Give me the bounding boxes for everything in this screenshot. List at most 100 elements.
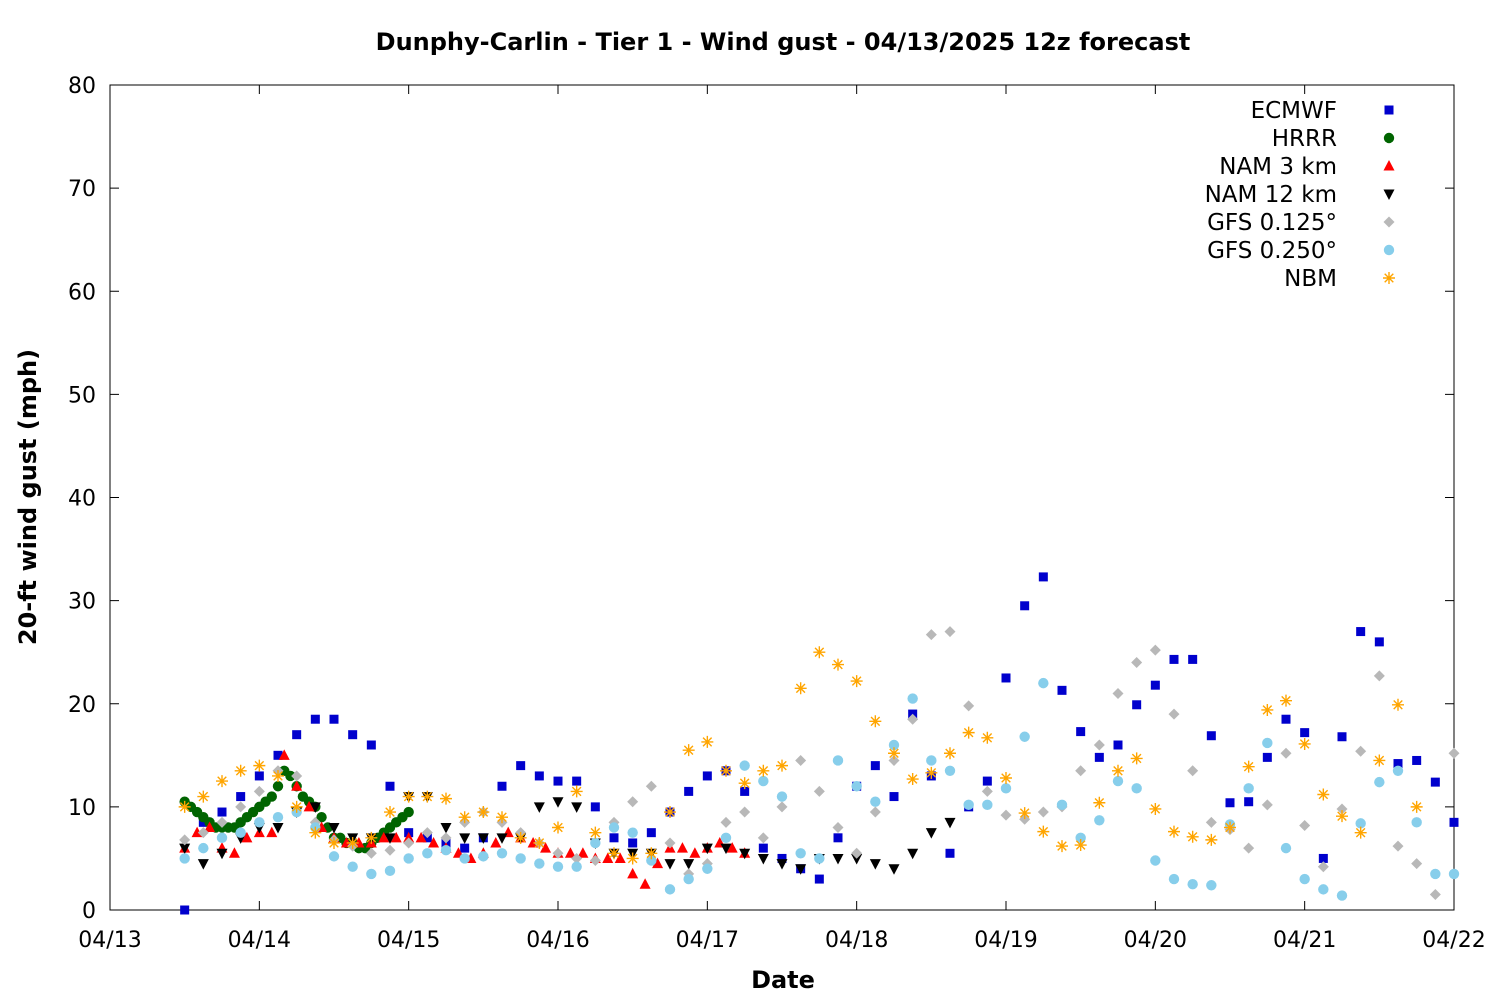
data-point [1000, 772, 1012, 784]
data-point [178, 800, 191, 813]
data-point [204, 821, 216, 832]
data-point [197, 859, 209, 870]
x-axis-label: Date [751, 966, 815, 994]
data-point [776, 859, 788, 870]
data-point [228, 847, 240, 858]
data-point [403, 853, 414, 864]
y-axis-label: 20-ft wind gust (mph) [14, 349, 42, 645]
data-point [833, 833, 843, 843]
data-point [459, 833, 471, 844]
data-point [478, 851, 489, 862]
legend-label: NAM 3 km [1219, 154, 1337, 180]
data-point [1336, 890, 1348, 901]
data-point [758, 775, 769, 787]
data-point [273, 750, 283, 760]
data-point [776, 791, 788, 802]
data-point [888, 739, 900, 751]
data-point [291, 780, 303, 791]
data-point [1150, 680, 1160, 690]
data-point [1448, 868, 1460, 880]
data-point [571, 861, 582, 872]
legend-marker [1383, 272, 1395, 284]
data-point [266, 826, 278, 838]
data-point [272, 823, 284, 834]
data-point [627, 827, 638, 838]
data-point [739, 806, 751, 818]
data-point [1018, 807, 1031, 820]
data-point [272, 781, 284, 792]
data-point [963, 700, 975, 712]
data-point [403, 837, 415, 849]
data-point [1037, 806, 1049, 818]
data-point [626, 852, 639, 865]
series-nbm [178, 646, 1423, 865]
data-point [646, 855, 657, 866]
data-point [1392, 765, 1404, 776]
data-point [346, 836, 359, 849]
data-point [1374, 776, 1385, 788]
data-point [726, 842, 738, 853]
data-point [385, 781, 395, 791]
data-point [266, 791, 277, 802]
data-point [869, 806, 881, 818]
data-point [552, 847, 564, 859]
data-point [347, 861, 358, 872]
data-point [1318, 884, 1329, 895]
data-point [962, 726, 975, 739]
data-point [217, 807, 227, 817]
data-point [1243, 842, 1255, 854]
legend-marker [1383, 216, 1395, 228]
data-point [813, 646, 826, 659]
data-point [757, 832, 769, 844]
data-point [1280, 747, 1292, 759]
data-point [1076, 727, 1086, 737]
y-tick-label: 10 [68, 796, 96, 821]
data-point [684, 786, 694, 796]
data-point [646, 828, 656, 838]
data-point [608, 847, 620, 860]
data-point [664, 859, 676, 870]
data-point [702, 771, 712, 781]
data-point [1392, 840, 1404, 852]
legend-label: NBM [1284, 266, 1337, 292]
data-point [1094, 815, 1105, 826]
data-point [689, 847, 701, 858]
data-point [1300, 728, 1310, 738]
data-point [627, 796, 639, 808]
legend-marker [1383, 244, 1395, 256]
data-point [645, 847, 658, 860]
x-tick-label: 04/17 [676, 928, 739, 953]
data-point [1430, 777, 1440, 787]
data-point [701, 843, 713, 855]
x-tick-label: 04/13 [78, 928, 141, 953]
data-point [832, 822, 844, 833]
data-point [1281, 714, 1291, 724]
data-point [1318, 853, 1328, 863]
data-point [1168, 708, 1180, 720]
data-point [1132, 700, 1142, 710]
x-tick-label: 04/21 [1273, 928, 1336, 953]
data-point [1354, 826, 1367, 839]
x-tick-label: 04/15 [377, 928, 440, 953]
series-gfs-0-250- [179, 677, 1460, 901]
legend-marker [1383, 132, 1395, 144]
data-point [533, 836, 546, 849]
data-point [571, 852, 583, 864]
data-point [552, 861, 564, 872]
data-point [253, 759, 266, 772]
data-point [1280, 694, 1292, 707]
data-point [216, 816, 228, 828]
data-point [534, 858, 545, 869]
data-point [516, 761, 526, 771]
data-point [1130, 752, 1143, 765]
data-point [216, 832, 228, 844]
data-point [720, 816, 732, 828]
data-point [328, 851, 340, 862]
data-point [403, 831, 415, 843]
data-point [571, 802, 583, 813]
data-point [1429, 889, 1441, 901]
data-point [384, 833, 396, 844]
data-point [1019, 731, 1030, 742]
data-point [850, 675, 863, 688]
